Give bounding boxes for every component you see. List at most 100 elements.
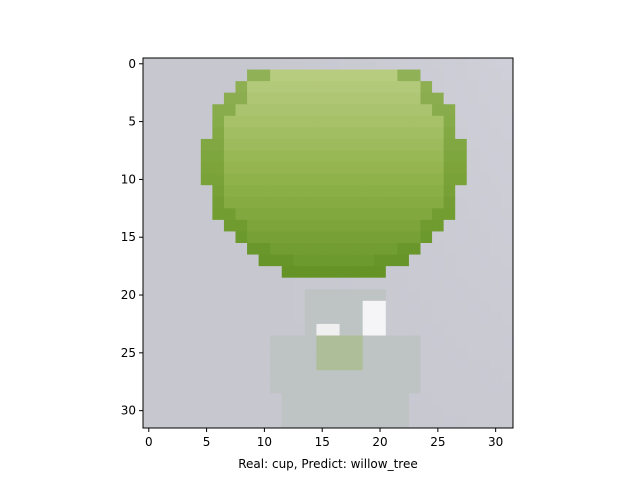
image-pixel <box>432 335 445 348</box>
image-pixel <box>501 323 514 336</box>
image-pixel <box>270 104 283 117</box>
image-pixel <box>212 300 225 313</box>
image-pixel <box>432 416 445 429</box>
image-pixel <box>362 370 375 383</box>
image-pixel <box>420 243 433 256</box>
image-pixel <box>478 347 491 360</box>
image-pixel <box>397 335 410 348</box>
image-pixel <box>154 58 167 71</box>
image-pixel <box>281 104 294 117</box>
image-pixel <box>223 138 236 151</box>
image-pixel <box>223 81 236 94</box>
image-pixel <box>154 196 167 209</box>
pixel-image <box>143 58 514 429</box>
image-pixel <box>466 115 479 128</box>
image-pixel <box>316 115 329 128</box>
image-pixel <box>328 254 341 267</box>
image-pixel <box>270 404 283 417</box>
image-pixel <box>420 58 433 71</box>
image-pixel <box>270 243 283 256</box>
image-pixel <box>143 416 156 429</box>
image-pixel <box>443 254 456 267</box>
image-pixel <box>432 358 445 371</box>
image-pixel <box>281 219 294 232</box>
image-pixel <box>212 381 225 394</box>
image-pixel <box>304 69 317 82</box>
image-pixel <box>212 104 225 117</box>
image-pixel <box>189 92 202 105</box>
image-pixel <box>189 162 202 175</box>
image-pixel <box>374 323 387 336</box>
image-pixel <box>328 289 341 302</box>
image-pixel <box>143 81 156 94</box>
image-pixel <box>351 196 364 209</box>
image-pixel <box>408 254 421 267</box>
image-pixel <box>420 312 433 325</box>
image-pixel <box>293 277 306 290</box>
image-pixel <box>501 104 514 117</box>
image-pixel <box>420 104 433 117</box>
image-pixel <box>293 312 306 325</box>
image-pixel <box>489 370 502 383</box>
image-pixel <box>420 358 433 371</box>
image-pixel <box>166 115 179 128</box>
image-pixel <box>432 162 445 175</box>
image-pixel <box>212 358 225 371</box>
image-pixel <box>143 173 156 186</box>
image-pixel <box>293 138 306 151</box>
image-pixel <box>166 254 179 267</box>
image-pixel <box>154 127 167 140</box>
image-pixel <box>304 358 317 371</box>
image-pixel <box>154 81 167 94</box>
image-pixel <box>501 277 514 290</box>
image-pixel <box>270 150 283 163</box>
image-pixel <box>223 127 236 140</box>
image-pixel <box>143 92 156 105</box>
image-pixel <box>143 289 156 302</box>
image-pixel <box>385 323 398 336</box>
image-pixel <box>374 81 387 94</box>
image-pixel <box>154 162 167 175</box>
image-pixel <box>443 370 456 383</box>
image-pixel <box>432 104 445 117</box>
image-pixel <box>362 219 375 232</box>
image-pixel <box>189 219 202 232</box>
image-pixel <box>420 69 433 82</box>
image-pixel <box>293 243 306 256</box>
image-pixel <box>478 277 491 290</box>
image-pixel <box>362 393 375 406</box>
image-pixel <box>397 127 410 140</box>
image-pixel <box>200 277 213 290</box>
image-pixel <box>420 370 433 383</box>
image-pixel <box>189 381 202 394</box>
image-pixel <box>166 300 179 313</box>
image-pixel <box>478 416 491 429</box>
image-pixel <box>385 289 398 302</box>
image-pixel <box>223 312 236 325</box>
image-pixel <box>408 69 421 82</box>
image-pixel <box>420 347 433 360</box>
image-pixel <box>432 185 445 198</box>
image-pixel <box>154 254 167 267</box>
image-pixel <box>235 254 248 267</box>
image-pixel <box>466 347 479 360</box>
image-pixel <box>420 138 433 151</box>
image-pixel <box>478 312 491 325</box>
image-pixel <box>281 58 294 71</box>
image-pixel <box>258 185 271 198</box>
image-pixel <box>212 115 225 128</box>
image-pixel <box>189 370 202 383</box>
image-pixel <box>270 162 283 175</box>
image-pixel <box>189 289 202 302</box>
image-pixel <box>223 196 236 209</box>
image-pixel <box>223 381 236 394</box>
image-pixel <box>432 312 445 325</box>
image-pixel <box>189 335 202 348</box>
image-pixel <box>293 370 306 383</box>
image-pixel <box>374 254 387 267</box>
image-pixel <box>328 393 341 406</box>
image-pixel <box>223 162 236 175</box>
image-pixel <box>351 300 364 313</box>
image-pixel <box>385 185 398 198</box>
image-pixel <box>501 81 514 94</box>
